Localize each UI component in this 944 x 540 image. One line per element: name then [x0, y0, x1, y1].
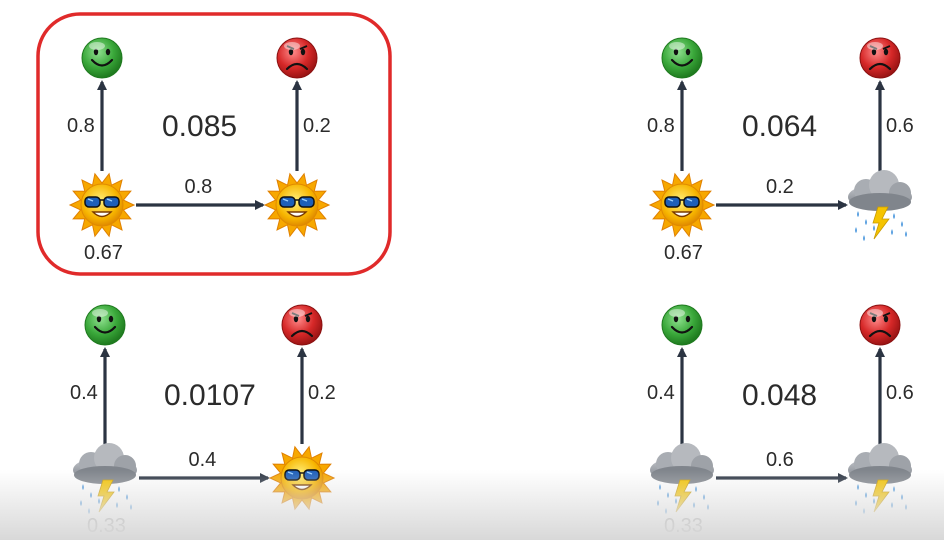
panel-rainy-sunny-end-sun-icon	[270, 447, 334, 509]
panel-rainy-rainy-emit-start-prob: 0.4	[647, 383, 675, 403]
panel-sunny-sunny-emit-end-prob: 0.2	[303, 116, 331, 136]
panel-sunny-sunny-start-prob: 0.67	[84, 243, 123, 263]
panel-rainy-rainy-start-storm-cloud-icon	[650, 443, 714, 514]
panel-sunny-rainy-emit-start-prob: 0.8	[647, 116, 675, 136]
panel-sunny-rainy-start-sun-icon	[650, 174, 714, 236]
panel-sunny-sunny-joint-prob: 0.085	[162, 112, 237, 142]
panel-sunny-rainy-happy-face-icon	[662, 38, 702, 78]
panel-rainy-sunny-start-storm-cloud-icon	[73, 443, 137, 514]
panel-sunny-sunny-sad-face-icon	[277, 38, 317, 78]
panel-sunny-rainy-transition-prob: 0.2	[766, 177, 794, 197]
panel-sunny-sunny-happy-face-icon	[82, 38, 122, 78]
panel-sunny-sunny-start-sun-icon	[70, 174, 134, 236]
panel-rainy-rainy-sad-face-icon	[860, 305, 900, 345]
panel-rainy-rainy-emit-end-prob: 0.6	[886, 383, 914, 403]
panel-rainy-rainy-end-storm-cloud-icon	[848, 443, 912, 514]
panel-sunny-rainy-sad-face-icon	[860, 38, 900, 78]
panel-sunny-sunny-emit-start-prob: 0.8	[67, 116, 95, 136]
panel-rainy-rainy-joint-prob: 0.048	[742, 381, 817, 411]
panel-sunny-rainy-joint-prob: 0.064	[742, 112, 817, 142]
panel-rainy-sunny-joint-prob: 0.0107	[164, 381, 256, 411]
panel-rainy-sunny-happy-face-icon	[85, 305, 125, 345]
panel-rainy-sunny-start-prob: 0.33	[87, 516, 126, 536]
panel-sunny-rainy-start-prob: 0.67	[664, 243, 703, 263]
panel-sunny-sunny-transition-prob: 0.8	[185, 177, 213, 197]
panel-rainy-rainy-start-prob: 0.33	[664, 516, 703, 536]
panel-rainy-sunny-emit-start-prob: 0.4	[70, 383, 98, 403]
panel-rainy-rainy-happy-face-icon	[662, 305, 702, 345]
panel-sunny-sunny-end-sun-icon	[265, 174, 329, 236]
panel-rainy-rainy-transition-prob: 0.6	[766, 450, 794, 470]
panel-rainy-sunny-transition-prob: 0.4	[189, 450, 217, 470]
panel-rainy-sunny-emit-end-prob: 0.2	[308, 383, 336, 403]
panel-rainy-sunny-sad-face-icon	[282, 305, 322, 345]
panel-sunny-rainy-emit-end-prob: 0.6	[886, 116, 914, 136]
panel-sunny-rainy-end-storm-cloud-icon	[848, 170, 912, 241]
